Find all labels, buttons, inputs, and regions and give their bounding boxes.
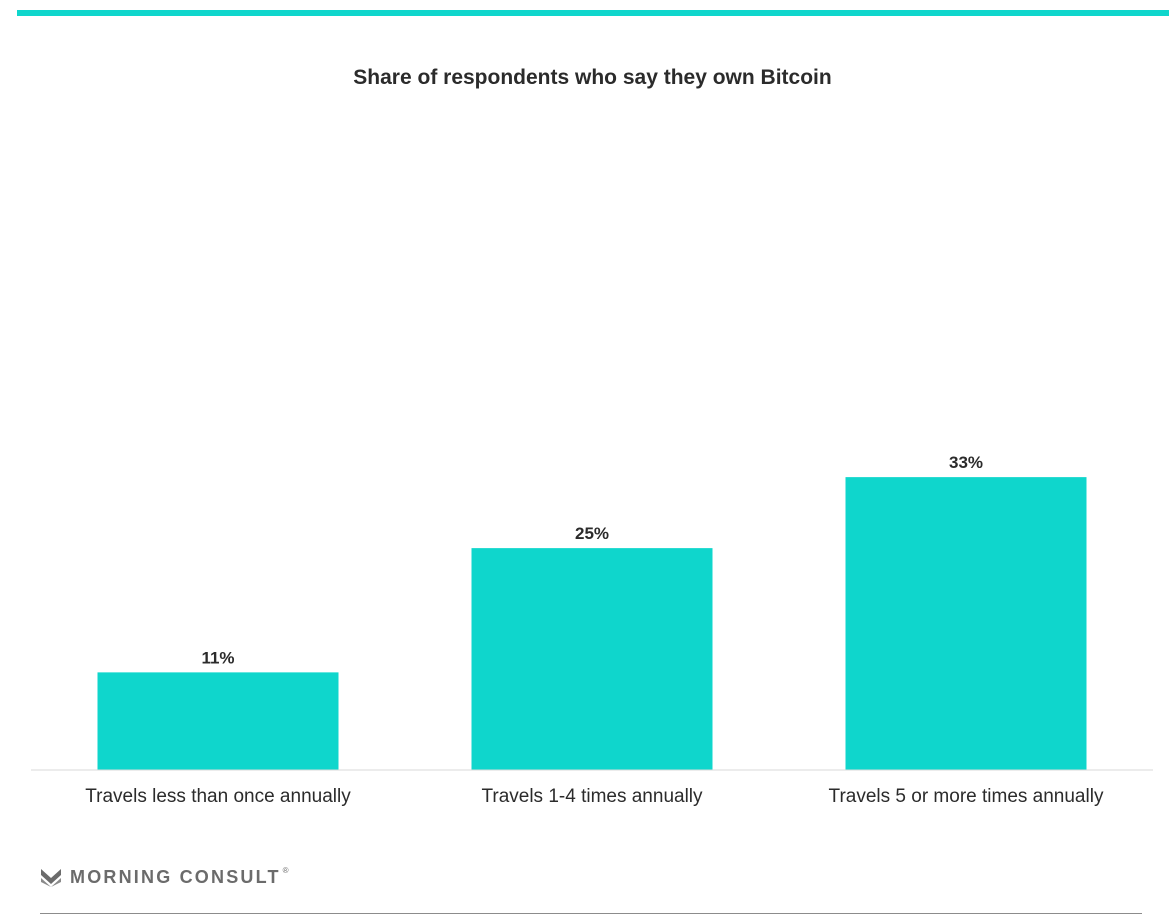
data-label: 25% [575, 524, 609, 543]
category-label: Travels 1-4 times annually [481, 786, 703, 807]
bars-layer [97, 477, 1087, 770]
chart-title: Share of respondents who say they own Bi… [353, 66, 832, 89]
bar [471, 548, 713, 770]
bar [845, 477, 1087, 770]
data-label: 33% [949, 453, 983, 472]
footer-divider [40, 913, 1142, 914]
brand-name: MORNING CONSULT [70, 866, 281, 887]
category-label: Travels 5 or more times annually [829, 786, 1104, 807]
bar [97, 672, 339, 770]
labels-layer: 11% Travels less than once annually 25% Tra… [85, 453, 1104, 807]
morning-consult-logo: MORNING CONSULT ® [40, 864, 289, 890]
category-label: Travels less than once annually [85, 786, 351, 807]
registered-mark: ® [282, 866, 289, 875]
top-accent-bar [17, 10, 1169, 16]
morning-consult-logo-icon [41, 869, 61, 887]
data-label: 11% [201, 648, 234, 667]
